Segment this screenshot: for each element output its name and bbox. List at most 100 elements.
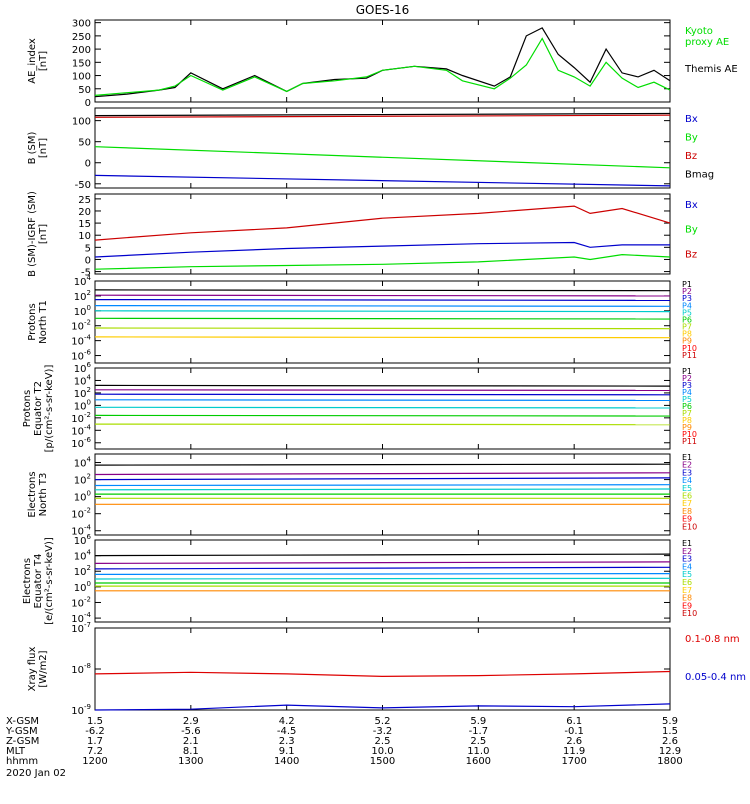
series-line <box>94 477 671 481</box>
y-tick-label: -50 <box>75 180 91 191</box>
legend-entry: E3 <box>682 555 692 564</box>
series-line <box>94 294 671 297</box>
legend-entry: E10 <box>682 609 697 618</box>
axis-row-value: 1.5 <box>662 726 678 737</box>
series-line <box>94 553 671 557</box>
legend-entry: Bx <box>685 200 698 211</box>
legend-entry: By <box>685 133 698 144</box>
legend-entry: P10 <box>682 344 697 353</box>
y-tick-label: 10-4 <box>71 334 91 348</box>
axis-row-value: 1200 <box>82 756 107 767</box>
axis-row-value: 5.9 <box>662 716 678 727</box>
series-line <box>94 289 671 292</box>
legend-entry: E6 <box>682 492 692 501</box>
legend-entry: E4 <box>682 562 692 571</box>
legend-entry: P11 <box>682 437 697 446</box>
legend-entry: E2 <box>682 461 692 470</box>
y-tick-label: 25 <box>78 195 91 206</box>
legend-entry: P4 <box>682 301 692 310</box>
y-tick-label: 5 <box>85 243 91 254</box>
y-tick-label: 10-8 <box>71 662 91 676</box>
y-tick-label: 50 <box>78 85 91 96</box>
axis-row-value: -5.6 <box>181 726 201 737</box>
legend-entry: P6 <box>682 315 692 324</box>
axis-row-value: -1.7 <box>469 726 489 737</box>
y-axis-label: Electrons <box>22 558 33 604</box>
series-line <box>94 463 671 466</box>
legend-entry: E8 <box>682 594 692 603</box>
axis-row-value: 9.1 <box>279 746 295 757</box>
axis-row-value: -6.2 <box>85 726 105 737</box>
series-line <box>94 572 671 576</box>
legend-entry: P7 <box>682 409 692 418</box>
legend-entry: P8 <box>682 330 692 339</box>
axis-row-value: 7.2 <box>87 746 103 757</box>
y-tick-label: 104 <box>74 456 92 470</box>
series-line <box>94 114 671 118</box>
axis-row-value: 5.2 <box>375 716 391 727</box>
legend-entry: E7 <box>682 586 692 595</box>
y-tick-label: 106 <box>74 533 92 547</box>
axis-row-value: 2.9 <box>183 716 199 727</box>
y-axis-label: B (SM)-IGRF (SM) <box>27 191 38 277</box>
axis-row-value: 2.6 <box>566 736 582 747</box>
axis-row-value: -3.2 <box>373 726 393 737</box>
legend-entry: Bx <box>685 114 698 125</box>
series-line <box>94 37 671 96</box>
axis-row-value: 2.6 <box>662 736 678 747</box>
legend-entry: Bz <box>685 151 697 162</box>
y-tick-label: 102 <box>74 473 91 487</box>
legend-entry: E5 <box>682 484 692 493</box>
series-line <box>94 299 671 301</box>
axis-row-value: 6.1 <box>566 716 582 727</box>
panel-frame <box>94 107 671 189</box>
series-line <box>94 205 671 241</box>
legend-entry: E3 <box>682 468 692 477</box>
y-tick-label: 102 <box>74 289 91 303</box>
axis-row-value: -4.5 <box>277 726 297 737</box>
legend-entry: E8 <box>682 507 692 516</box>
legend-entry: P2 <box>682 287 692 296</box>
series-line <box>94 472 671 476</box>
y-tick-label: 10-2 <box>71 319 91 333</box>
axis-row-value: 1800 <box>657 756 682 767</box>
y-axis-label: Protons <box>27 303 38 340</box>
legend-entry: E4 <box>682 476 692 485</box>
y-axis-label: Electrons <box>27 471 38 517</box>
y-axis-label: North T1 <box>38 300 49 344</box>
legend-entry: P11 <box>682 351 697 360</box>
legend-entry: P1 <box>682 280 692 289</box>
axis-row-value: 1500 <box>370 756 395 767</box>
series-line <box>94 305 671 307</box>
series-line <box>94 384 671 387</box>
y-axis-label: B (SM) <box>27 131 38 164</box>
legend-entry: E9 <box>682 515 692 524</box>
axis-row-value: 11.9 <box>563 746 585 757</box>
series-line <box>94 317 671 320</box>
legend-entry: P3 <box>682 294 692 303</box>
legend-entry: E7 <box>682 499 692 508</box>
legend-entry: P8 <box>682 416 692 425</box>
y-tick-label: 300 <box>72 19 91 30</box>
axis-row-label: Z-GSM <box>6 736 39 747</box>
y-tick-label: 104 <box>74 549 92 563</box>
series-line <box>94 406 671 409</box>
y-tick-label: 100 <box>72 72 91 83</box>
panel-frame <box>94 19 671 103</box>
y-axis-label: Equator T4 <box>33 554 44 609</box>
y-axis-label: [W/m2] <box>38 650 49 687</box>
axis-row-label: X-GSM <box>6 716 39 727</box>
axis-row-value: 10.0 <box>371 746 393 757</box>
series-line <box>94 414 671 417</box>
series-line <box>94 336 671 339</box>
y-tick-label: 0 <box>85 98 91 109</box>
y-tick-label: 0 <box>85 255 91 266</box>
series-line <box>94 146 671 169</box>
y-tick-label: 100 <box>72 117 91 128</box>
y-tick-label: 200 <box>72 45 91 56</box>
legend-entry: 0.05-0.4 nm <box>685 672 746 683</box>
series-line <box>94 27 671 98</box>
series-line <box>94 399 671 401</box>
y-tick-label: 150 <box>72 58 91 69</box>
legend-entry: P6 <box>682 402 692 411</box>
